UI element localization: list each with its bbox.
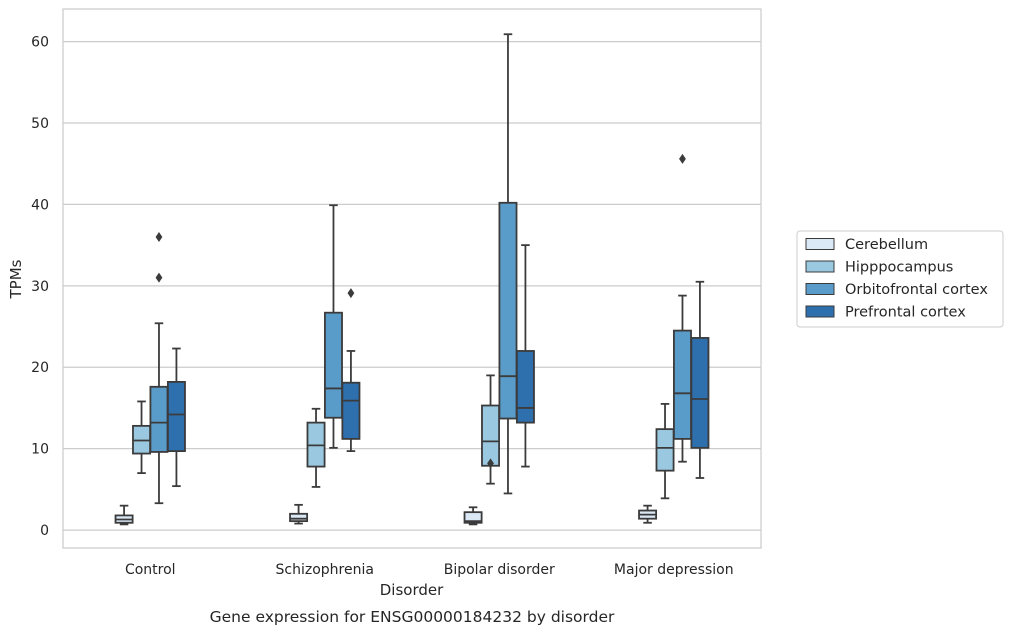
box-orbitofrontal-cortex xyxy=(324,204,343,449)
box-body xyxy=(463,511,483,524)
outlier-marker xyxy=(347,288,355,299)
box-body xyxy=(655,428,675,472)
plot-frame xyxy=(62,8,762,549)
box-orbitofrontal-cortex xyxy=(149,231,169,505)
outlier-marker xyxy=(155,231,163,242)
chart-caption: Gene expression for ENSG00000184232 by d… xyxy=(210,608,615,626)
box-cerebellum xyxy=(289,503,309,525)
box-prefrontal-cortex xyxy=(341,288,361,453)
x-tick-label: Major depression xyxy=(614,562,734,578)
x-tick-label: Control xyxy=(125,562,176,578)
box-body xyxy=(324,311,343,419)
box-prefrontal-cortex xyxy=(690,280,710,479)
legend-frame xyxy=(796,230,1004,328)
y-tick-label: 20 xyxy=(31,360,49,376)
y-axis-ticks: 0 10 20 30 40 50 60 xyxy=(31,35,49,540)
box-body xyxy=(690,337,710,449)
box-body xyxy=(498,201,518,420)
legend-label: Orbitofrontal cortex xyxy=(845,282,988,298)
boxes xyxy=(114,33,710,526)
x-axis-label: Disorder xyxy=(380,581,444,599)
legend-label: Cerebellum xyxy=(845,237,928,253)
box-cerebellum xyxy=(638,504,658,524)
box-body xyxy=(515,350,535,424)
y-tick-label: 0 xyxy=(40,523,49,539)
legend: Cerebellum Hipppocampus Orbitofrontal cort… xyxy=(796,230,1004,328)
box-cerebellum xyxy=(463,506,483,526)
legend-label: Hipppocampus xyxy=(845,260,953,276)
box-body xyxy=(289,512,309,523)
box-hipppocampus xyxy=(481,374,500,485)
box-body xyxy=(673,329,692,440)
box-hipppocampus xyxy=(132,400,151,474)
box-cerebellum xyxy=(114,504,134,526)
legend-swatch xyxy=(805,238,835,250)
legend-swatch xyxy=(805,305,835,318)
legend-swatch xyxy=(805,260,835,273)
box-hipppocampus xyxy=(306,407,326,488)
box-prefrontal-cortex xyxy=(515,244,535,468)
box-orbitofrontal-cortex xyxy=(673,153,692,463)
box-prefrontal-cortex xyxy=(166,347,186,488)
y-tick-label: 50 xyxy=(31,116,49,132)
y-tick-label: 30 xyxy=(31,279,49,295)
outlier-marker xyxy=(155,272,163,283)
x-axis-ticks: Control Schizophrenia Bipolar disorder Majo… xyxy=(125,562,734,578)
box-hipppocampus xyxy=(655,402,675,500)
box-body xyxy=(341,381,361,440)
box-body xyxy=(481,404,500,467)
box-orbitofrontal-cortex xyxy=(498,33,518,495)
outlier-marker xyxy=(679,153,686,164)
y-tick-label: 60 xyxy=(31,35,49,51)
box-body xyxy=(166,381,186,453)
legend-swatch xyxy=(805,283,835,295)
box-body xyxy=(149,385,169,453)
x-tick-label: Schizophrenia xyxy=(276,562,374,578)
y-tick-label: 40 xyxy=(31,197,49,213)
outlier-marker xyxy=(487,458,494,469)
x-tick-label: Bipolar disorder xyxy=(444,562,555,578)
legend-label: Prefrontal cortex xyxy=(845,305,966,321)
y-tick-label: 10 xyxy=(31,442,49,458)
y-axis-label: TPMs xyxy=(7,259,25,299)
